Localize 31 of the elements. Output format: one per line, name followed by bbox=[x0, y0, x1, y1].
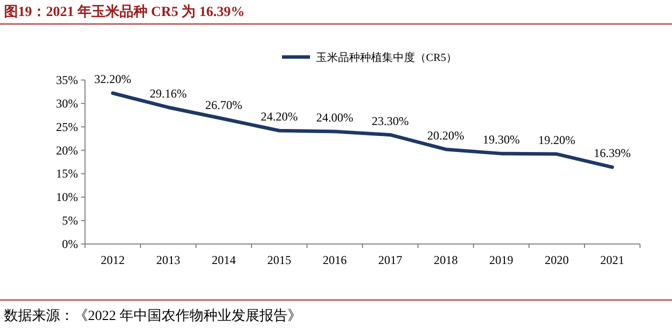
data-label: 20.20% bbox=[427, 128, 464, 142]
data-label: 16.39% bbox=[594, 146, 631, 160]
x-tick-label: 2020 bbox=[544, 253, 569, 267]
y-tick-label: 10% bbox=[56, 190, 78, 204]
legend-label: 玉米品种种植集中度（CR5） bbox=[316, 51, 458, 64]
x-tick-label: 2019 bbox=[489, 253, 514, 267]
data-label: 19.30% bbox=[482, 132, 520, 147]
y-tick-label: 20% bbox=[56, 143, 78, 158]
y-tick-label: 35% bbox=[56, 73, 78, 87]
x-tick-label: 2018 bbox=[434, 253, 458, 267]
y-tick-label: 15% bbox=[56, 166, 78, 181]
y-tick-label: 0% bbox=[62, 237, 78, 251]
x-tick-label: 2015 bbox=[267, 253, 292, 267]
x-tick-label: 2012 bbox=[100, 253, 125, 267]
x-tick-label: 2013 bbox=[156, 253, 180, 267]
x-tick-label: 2016 bbox=[322, 253, 347, 267]
data-label: 29.16% bbox=[150, 86, 187, 100]
y-tick-label: 5% bbox=[62, 214, 78, 228]
x-tick-label: 2021 bbox=[600, 253, 624, 267]
data-label: 23.30% bbox=[372, 114, 409, 128]
source-note: 数据来源：《2022 年中国农作物种业发展报告》 bbox=[4, 308, 302, 324]
data-label: 24.00% bbox=[316, 110, 354, 125]
x-tick-label: 2017 bbox=[378, 253, 402, 267]
chart-title: 图19：2021 年玉米品种 CR5 为 16.39% bbox=[4, 4, 245, 20]
data-label: 32.20% bbox=[94, 72, 132, 86]
data-label: 24.20% bbox=[260, 110, 298, 124]
data-label: 19.20% bbox=[538, 133, 576, 148]
x-tick-label: 2014 bbox=[212, 253, 236, 267]
y-tick-label: 30% bbox=[56, 96, 78, 110]
y-tick-label: 25% bbox=[56, 120, 78, 134]
data-label: 26.70% bbox=[205, 98, 242, 112]
